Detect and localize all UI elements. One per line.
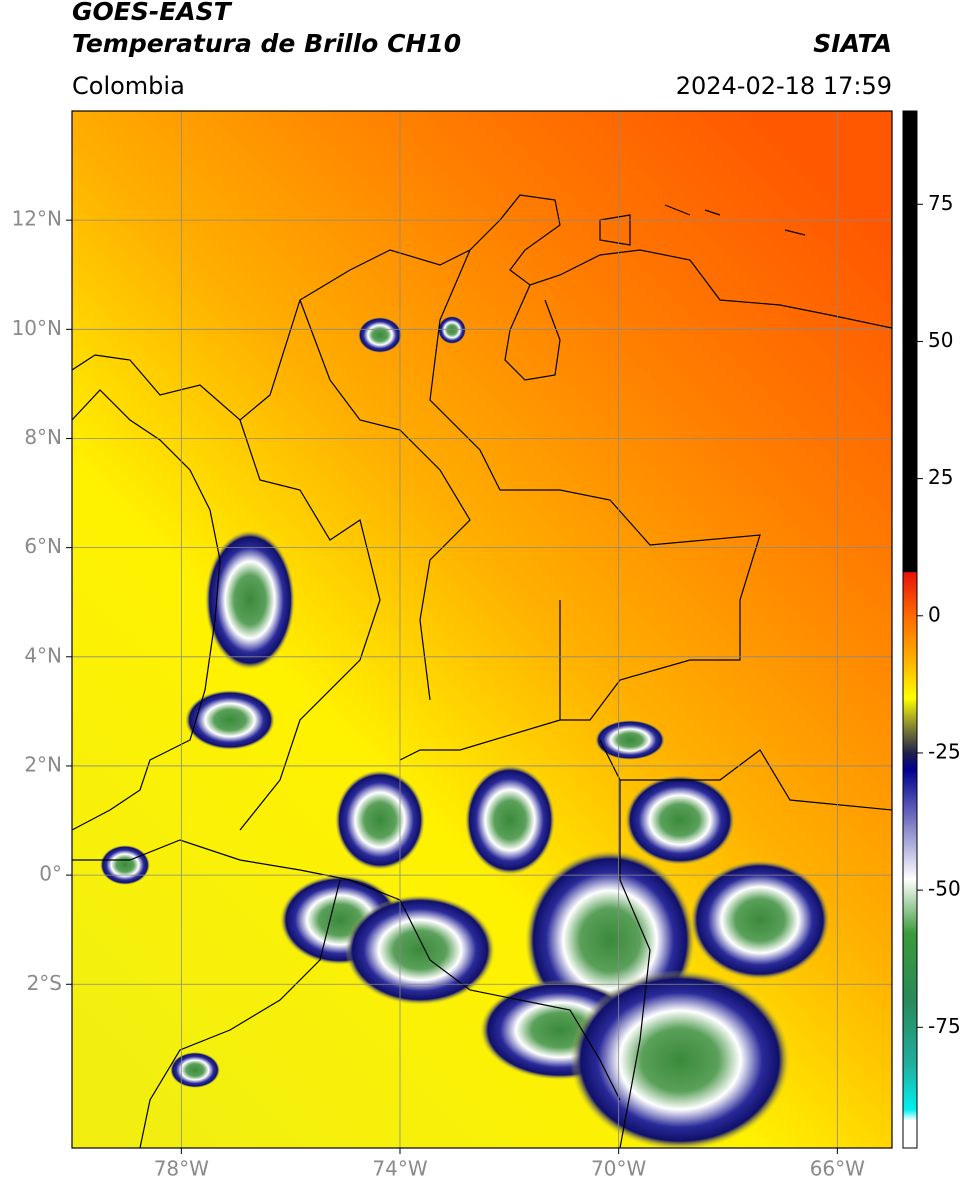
colorbar-tick-label: 50	[928, 328, 953, 352]
y-tick-label: 0°	[39, 862, 62, 886]
x-tick-label: 70°W	[591, 1157, 646, 1181]
region: Colombia	[72, 72, 185, 100]
graticule	[72, 111, 892, 1148]
satellite-image	[72, 111, 892, 1148]
x-tick-label: 78°W	[154, 1157, 209, 1181]
map-frame	[71, 110, 893, 1149]
y-tick-label: 2°S	[27, 971, 62, 995]
y-tick-label: 12°N	[12, 207, 62, 231]
colorbar-tick-label: -75	[928, 1014, 961, 1038]
x-tick-label: 66°W	[810, 1157, 865, 1181]
y-tick-label: 8°N	[24, 425, 62, 449]
colorbar-tick-label: -50	[928, 877, 961, 901]
storm-clouds	[100, 316, 830, 1148]
colorbar-tick-label: -25	[928, 739, 961, 763]
subtitle: Temperatura de Brillo CH10	[72, 29, 461, 58]
colorbar-tick-label: 75	[928, 191, 953, 215]
y-tick-label: 10°N	[12, 316, 62, 340]
source: SIATA	[813, 29, 892, 58]
title: GOES-EAST	[72, 0, 233, 26]
colorbar-tick-label: 25	[928, 465, 953, 489]
coastlines-borders	[72, 194, 892, 1148]
y-tick-label: 6°N	[24, 534, 62, 558]
x-tick-label: 74°W	[372, 1157, 427, 1181]
colorbar-tick-label: 0	[928, 602, 941, 626]
y-tick-label: 2°N	[24, 752, 62, 776]
y-tick-label: 4°N	[24, 643, 62, 667]
datetime: 2024-02-18 17:59	[676, 72, 892, 100]
colorbar	[902, 110, 918, 1149]
